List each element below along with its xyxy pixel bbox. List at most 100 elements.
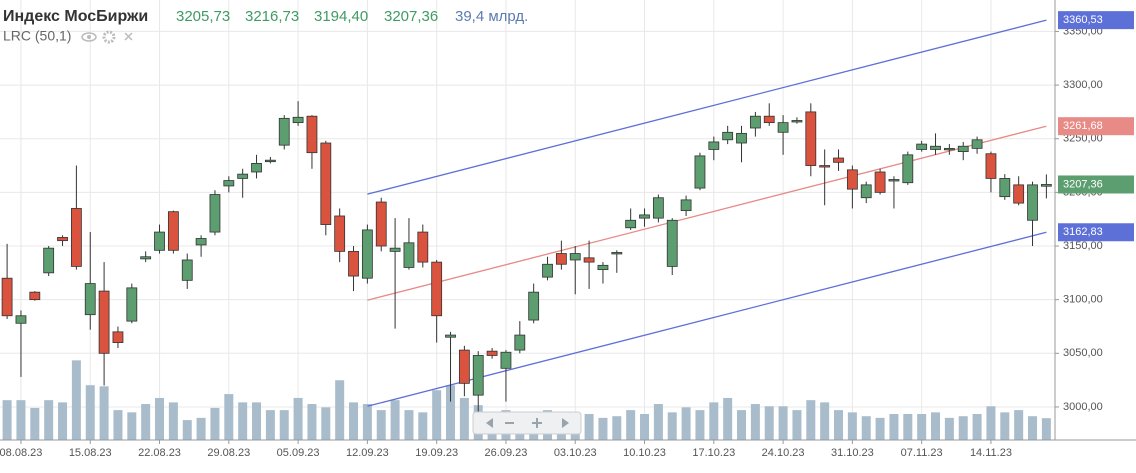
candle-body xyxy=(888,179,900,182)
lrc-line xyxy=(367,125,1047,301)
candle-body xyxy=(680,199,692,212)
candle-body xyxy=(320,142,332,225)
volume-bar xyxy=(764,406,774,440)
volume-bar xyxy=(307,404,317,440)
candle-body xyxy=(902,154,914,184)
gear-icon[interactable] xyxy=(102,30,116,44)
volume-bar xyxy=(390,400,400,440)
candle-body xyxy=(500,351,512,369)
y-tick-label: 3350,00 xyxy=(1063,25,1103,37)
candle-body xyxy=(389,247,401,252)
candle-body xyxy=(569,253,581,261)
candle-body xyxy=(181,259,193,281)
volume-bar xyxy=(432,390,442,440)
volume-bar xyxy=(917,413,927,440)
y-tick-label: 3050,00 xyxy=(1063,347,1103,359)
candle-body xyxy=(306,115,318,154)
candle-body xyxy=(542,263,553,278)
volume-bar xyxy=(418,412,428,440)
close-icon[interactable] xyxy=(124,32,133,41)
x-tick-label: 14.11.23 xyxy=(970,447,1012,459)
candle-body xyxy=(639,214,650,219)
candle-body xyxy=(957,145,969,153)
candle-body xyxy=(985,153,997,179)
candle-body xyxy=(846,169,858,190)
y-tick-label: 3150,00 xyxy=(1063,240,1103,252)
volume-bar xyxy=(626,410,636,440)
volume-bar xyxy=(958,416,968,440)
volume-bar xyxy=(279,410,289,440)
low-label: 3194,40 xyxy=(314,8,368,25)
candle-body xyxy=(43,247,55,274)
candle-body xyxy=(445,334,456,338)
candle-body xyxy=(916,143,928,150)
indicator-icons[interactable] xyxy=(81,30,133,44)
candle-body xyxy=(625,219,637,229)
x-tick-label: 17.10.23 xyxy=(692,447,735,459)
volume-bar xyxy=(986,406,996,440)
candle-body xyxy=(195,238,207,246)
candle-body xyxy=(431,261,443,317)
y-tick-label: 3000,00 xyxy=(1063,401,1103,413)
volume-bar xyxy=(224,394,234,440)
price-tag: 3360,53 xyxy=(1063,14,1103,26)
volume-bar xyxy=(376,410,386,440)
volume-bar xyxy=(667,412,677,440)
candle-body xyxy=(777,122,789,133)
candle-layer xyxy=(1,101,1052,413)
open-label: 3205,73 xyxy=(176,8,230,25)
nav-left[interactable] xyxy=(486,418,493,428)
volume-bar xyxy=(30,407,40,440)
x-tick-label: 03.10.23 xyxy=(554,447,597,459)
candle-body xyxy=(930,145,941,150)
x-tick-label: 24.10.23 xyxy=(762,447,805,459)
candle-body xyxy=(943,147,955,151)
candle-body xyxy=(264,159,276,163)
volume-bar xyxy=(723,397,733,440)
volume-bar xyxy=(182,420,192,440)
candle-body xyxy=(167,211,179,251)
volume-bar xyxy=(806,400,816,440)
nav-zoom-out[interactable] xyxy=(505,422,514,424)
x-tick-label: 31.10.23 xyxy=(831,447,874,459)
candle-body xyxy=(209,194,221,233)
candle-body xyxy=(70,208,82,267)
candle-body xyxy=(971,139,983,149)
volume-bar xyxy=(85,385,95,440)
price-tag: 3162,83 xyxy=(1063,226,1103,238)
volume-bar xyxy=(640,413,650,440)
x-tick-label: 12.09.23 xyxy=(346,447,389,459)
candle-body xyxy=(472,355,484,396)
volume-bar xyxy=(362,404,372,440)
x-tick-label: 07.11.23 xyxy=(901,447,943,459)
candle-body xyxy=(1,277,13,317)
x-tick-label: 08.08.23 xyxy=(0,447,42,459)
volume-bar xyxy=(861,416,871,440)
candle-body xyxy=(486,350,498,356)
volume-bar xyxy=(1041,418,1051,440)
volume-bar xyxy=(99,386,109,440)
nav-right[interactable] xyxy=(562,418,569,428)
volume-bar xyxy=(889,413,899,440)
navigator[interactable] xyxy=(472,411,582,435)
candle-body xyxy=(278,117,290,146)
candle-body xyxy=(112,331,124,343)
candle-body xyxy=(361,229,373,279)
price-tag: 3207,36 xyxy=(1063,178,1103,190)
volume-bar xyxy=(1000,412,1010,440)
volume-bar xyxy=(404,410,414,440)
candle-body xyxy=(251,163,262,173)
volume-bar xyxy=(349,402,359,440)
volume-bar xyxy=(931,412,941,440)
eye-icon[interactable] xyxy=(81,32,97,42)
price-tag-bg xyxy=(1058,117,1134,136)
price-tag: 3261,68 xyxy=(1063,120,1103,132)
x-tick-label: 29.08.23 xyxy=(207,447,250,459)
candle-body xyxy=(763,115,775,124)
nav-zoom-in[interactable] xyxy=(532,418,542,428)
candle-body xyxy=(819,165,831,168)
y-tick-label: 3250,00 xyxy=(1063,133,1103,145)
eye-pupil xyxy=(87,35,91,39)
volume-bar xyxy=(16,400,26,440)
